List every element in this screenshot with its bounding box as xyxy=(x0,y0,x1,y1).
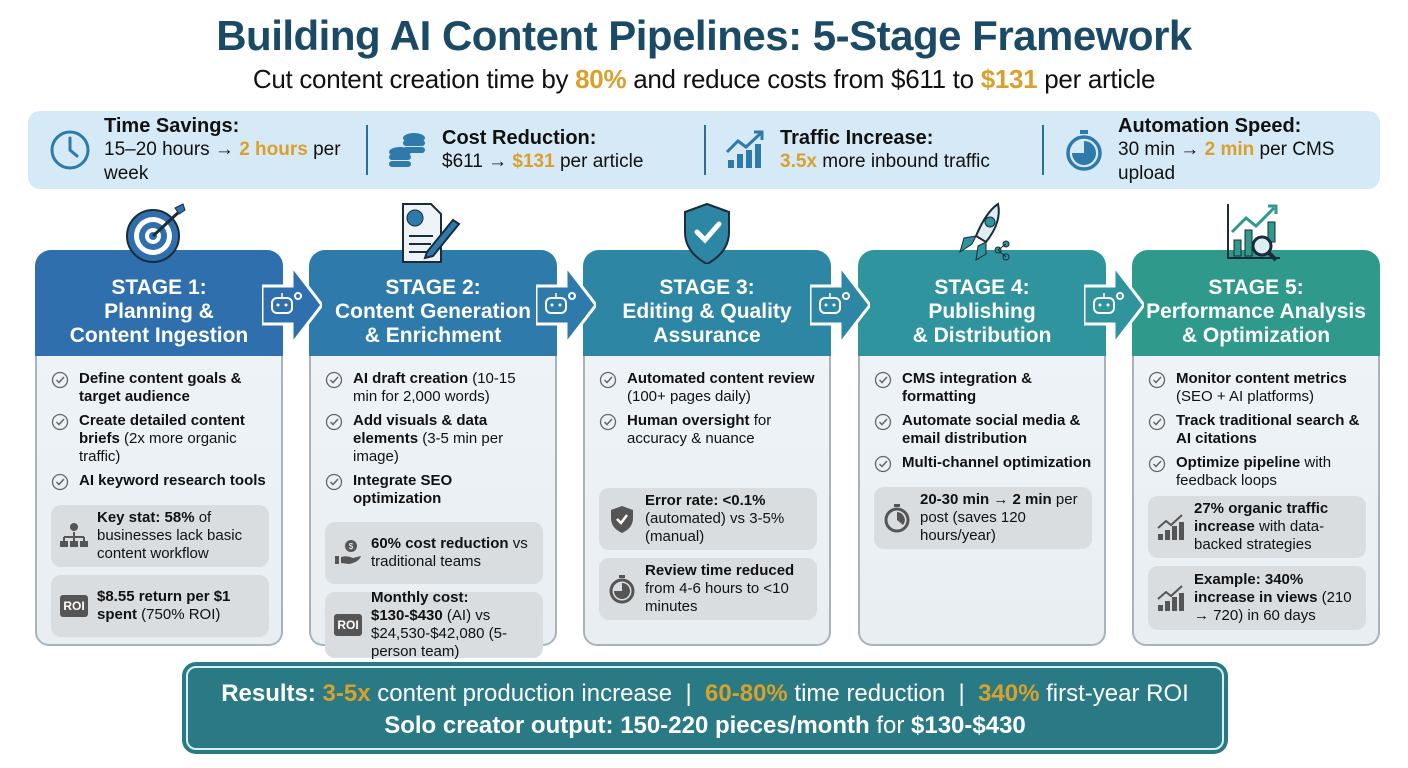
stat-box: Review time reduced from 4-6 hours to <1… xyxy=(599,558,817,620)
roi-badge: ROI xyxy=(334,614,362,636)
stage-4-header: STAGE 4: Publishing & Distribution xyxy=(858,250,1106,358)
growth-chart-icon xyxy=(725,130,764,168)
stat-box: ROI Monthly cost: $130-$430 (AI) vs $24,5… xyxy=(325,589,543,660)
metric-automation-speed: Automation Speed: 30 min → 2 min per CMS … xyxy=(1042,111,1380,189)
robot-gear-icon xyxy=(810,266,870,344)
stage-1-body: Define content goals & target audience C… xyxy=(35,356,283,646)
list-item: Automate social media & email distributi… xyxy=(874,412,1092,448)
stage-5-header: STAGE 5: Performance Analysis & Optimizati… xyxy=(1132,250,1380,358)
coins-icon xyxy=(389,133,425,167)
stage-4-card: STAGE 4: Publishing & Distribution CMS int… xyxy=(858,202,1106,646)
list-item: AI keyword research tools xyxy=(51,472,269,491)
stage-3-header: STAGE 3: Editing & Quality Assurance xyxy=(583,250,831,358)
rocket-share-icon xyxy=(959,202,1010,261)
stat-box: $60% cost reduction vs traditional teams xyxy=(325,522,543,584)
stage-4-body: CMS integration & formatting Automate so… xyxy=(858,356,1106,646)
growth-chart-icon xyxy=(1157,585,1184,611)
list-item: Monitor content metrics (SEO + AI platfo… xyxy=(1148,370,1366,406)
robot-gear-icon xyxy=(1084,266,1144,344)
check-circle-icon xyxy=(325,473,343,491)
list-item: Multi-channel optimization xyxy=(874,454,1092,473)
results-line-2: Solo creator output: 150-220 pieces/mont… xyxy=(384,712,1026,739)
robot-gear-icon xyxy=(536,266,596,344)
page-title: Building AI Content Pipelines: 5-Stage F… xyxy=(216,12,1192,59)
org-chart-icon xyxy=(60,523,88,547)
results-line-1: Results: 3-5x content production increas… xyxy=(221,680,1189,707)
stage-2-card: STAGE 2: Content Generation & Enrichment A… xyxy=(309,203,557,660)
analytics-magnifier-icon xyxy=(1227,204,1280,262)
stat-box: Error rate: <0.1% (automated) vs 3-5% (m… xyxy=(599,488,817,550)
stat-box: 27% organic traffic increase with data-b… xyxy=(1148,496,1366,558)
stage-1-header: STAGE 1: Planning & Content Ingestion xyxy=(35,250,283,358)
stage-5-card: STAGE 5: Performance Analysis & Optimizati… xyxy=(1132,204,1380,646)
check-circle-icon xyxy=(51,473,69,491)
stage-3-card: STAGE 3: Editing & Quality Assurance Autom… xyxy=(583,202,831,646)
check-circle-icon xyxy=(874,371,892,389)
list-item: Add visuals & data elements (3-5 min per… xyxy=(325,412,543,466)
check-circle-icon xyxy=(599,371,617,389)
stat-box: Example: 340% increase in views (210 → 7… xyxy=(1148,566,1366,630)
list-item: Integrate SEO optimization xyxy=(325,472,543,508)
check-circle-icon xyxy=(51,371,69,389)
stage-2-body: AI draft creation (10-15 min for 2,000 w… xyxy=(309,356,557,660)
stat-box: Key stat: 58% of businesses lack basic c… xyxy=(51,505,269,567)
check-circle-icon xyxy=(325,371,343,389)
stage-2-header: STAGE 2: Content Generation & Enrichment xyxy=(309,250,557,358)
check-circle-icon xyxy=(874,455,892,473)
list-item: Human oversight for accuracy & nuance xyxy=(599,412,817,448)
stopwatch-icon xyxy=(884,504,910,533)
list-item: Create detailed content briefs (2x more … xyxy=(51,412,269,466)
list-item: Track traditional search & AI citations xyxy=(1148,412,1366,448)
stage-5-body: Monitor content metrics (SEO + AI platfo… xyxy=(1132,356,1380,646)
check-circle-icon xyxy=(1148,413,1166,431)
robot-gear-icon xyxy=(262,266,322,344)
metric-time-savings: Time Savings: 15–20 hours → 2 hours per w… xyxy=(28,111,366,189)
stage-1-card: STAGE 1: Planning & Content Ingestion Defi… xyxy=(35,203,283,646)
stat-box: 20-30 min → 2 min per post (saves 120 ho… xyxy=(874,487,1092,549)
document-brain-pen-icon xyxy=(402,203,461,263)
list-item: Automated content review (100+ pages dai… xyxy=(599,370,817,406)
list-item: CMS integration & formatting xyxy=(874,370,1092,406)
metric-cost-reduction: Cost Reduction: $611 → $131 per article xyxy=(366,111,704,189)
hand-money-icon: $ xyxy=(335,540,361,564)
list-item: AI draft creation (10-15 min for 2,000 w… xyxy=(325,370,543,406)
results-banner: Results: 3-5x content production increas… xyxy=(182,662,1228,754)
page-subtitle: Cut content creation time by 80% and red… xyxy=(252,64,1156,94)
metric-traffic-increase: Traffic Increase: 3.5x more inbound traff… xyxy=(704,111,1042,189)
svg-text:$: $ xyxy=(349,542,354,551)
growth-chart-icon xyxy=(1157,514,1184,540)
list-item: Define content goals & target audience xyxy=(51,370,269,406)
shield-check-icon xyxy=(684,202,730,264)
list-item: Optimize pipeline with feedback loops xyxy=(1148,454,1366,490)
stat-box: ROI $8.55 return per $1 spent (750% ROI) xyxy=(51,575,269,637)
stage-3-body: Automated content review (100+ pages dai… xyxy=(583,356,831,646)
clock-icon xyxy=(50,130,90,170)
check-circle-icon xyxy=(599,413,617,431)
metrics-bar: Time Savings: 15–20 hours → 2 hours per w… xyxy=(28,111,1380,189)
check-circle-icon xyxy=(51,413,69,431)
roi-badge: ROI xyxy=(60,595,88,617)
shield-check-icon xyxy=(611,506,633,533)
check-circle-icon xyxy=(874,413,892,431)
check-circle-icon xyxy=(1148,455,1166,473)
check-circle-icon xyxy=(325,413,343,431)
stopwatch-icon xyxy=(609,575,635,604)
target-icon xyxy=(126,203,186,263)
check-circle-icon xyxy=(1148,371,1166,389)
stopwatch-icon xyxy=(1066,130,1102,171)
